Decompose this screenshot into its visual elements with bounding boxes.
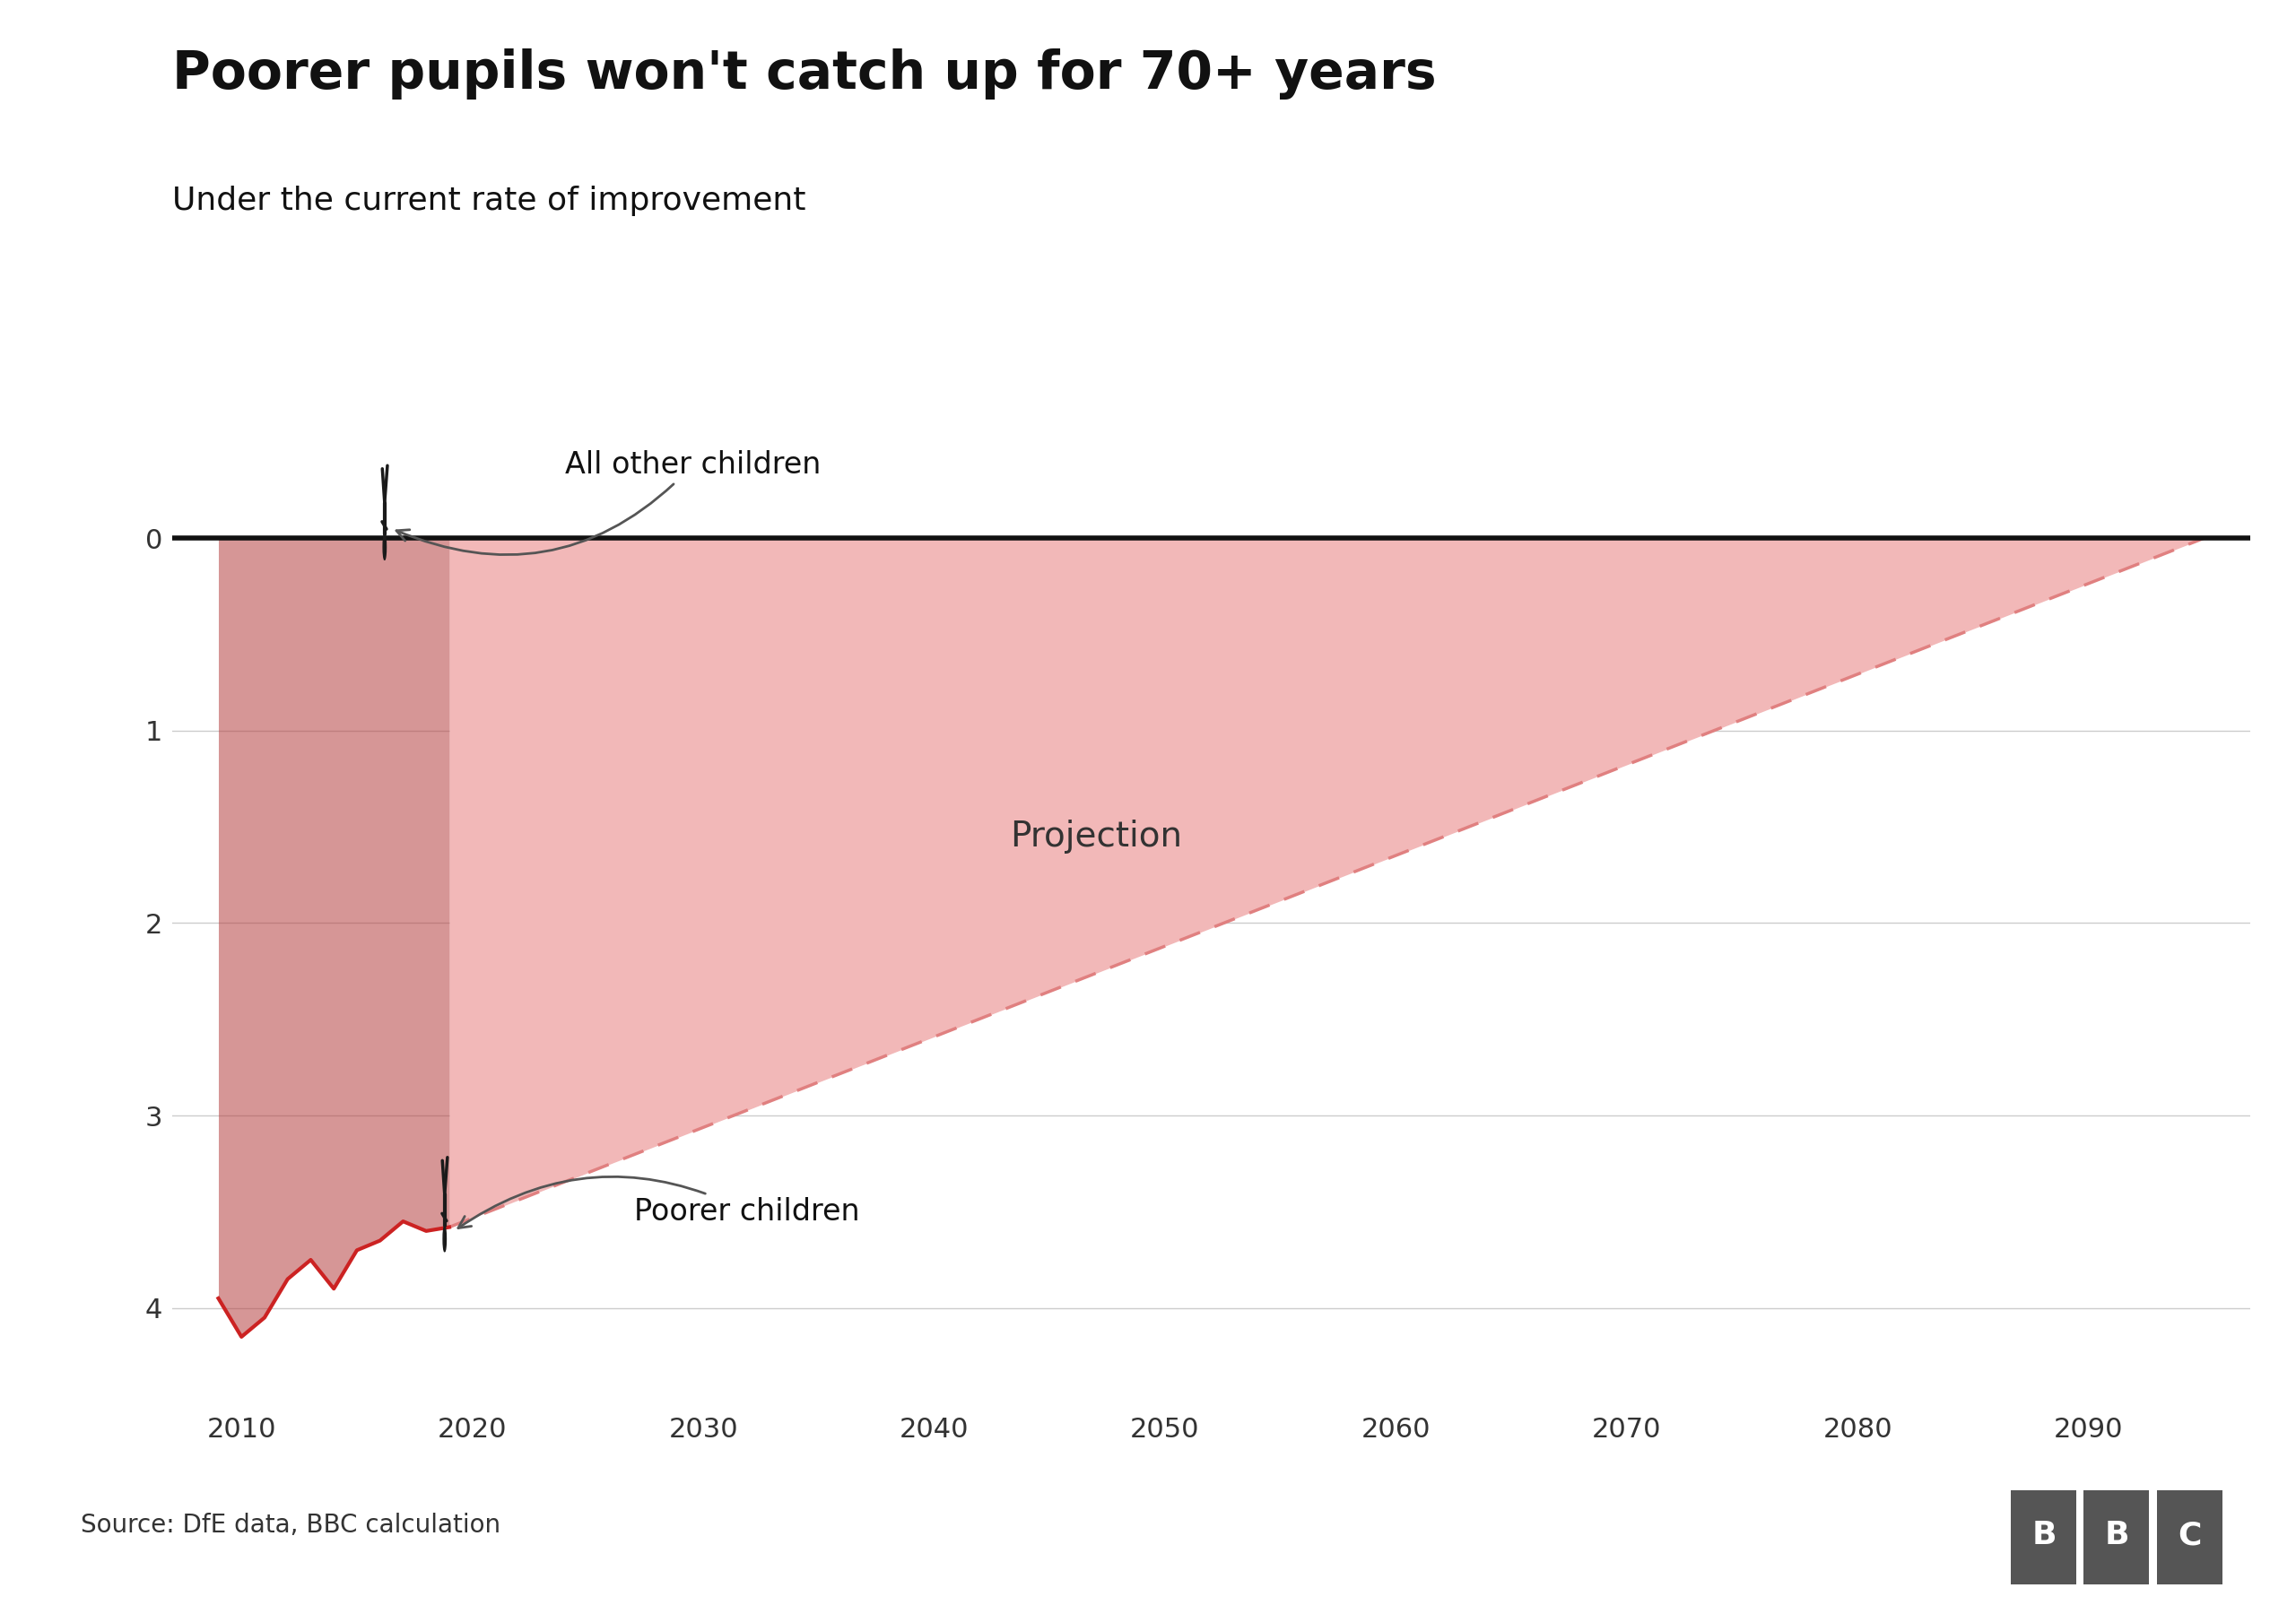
Bar — [2156, 1490, 2223, 1585]
Text: Under the current rate of improvement: Under the current rate of improvement — [172, 186, 806, 216]
Text: Poorer children: Poorer children — [459, 1177, 859, 1228]
Text: Projection: Projection — [1010, 820, 1182, 854]
Text: B: B — [2032, 1520, 2057, 1551]
Text: Poorer pupils won't catch up for 70+ years: Poorer pupils won't catch up for 70+ yea… — [172, 48, 1437, 100]
Text: Source: DfE data, BBC calculation: Source: DfE data, BBC calculation — [80, 1512, 501, 1538]
Circle shape — [443, 1227, 445, 1251]
Circle shape — [383, 534, 386, 560]
Bar — [2011, 1490, 2076, 1585]
Text: All other children: All other children — [397, 450, 820, 555]
Text: B: B — [2103, 1520, 2128, 1551]
Bar — [2085, 1490, 2149, 1585]
Text: C: C — [2177, 1520, 2202, 1551]
